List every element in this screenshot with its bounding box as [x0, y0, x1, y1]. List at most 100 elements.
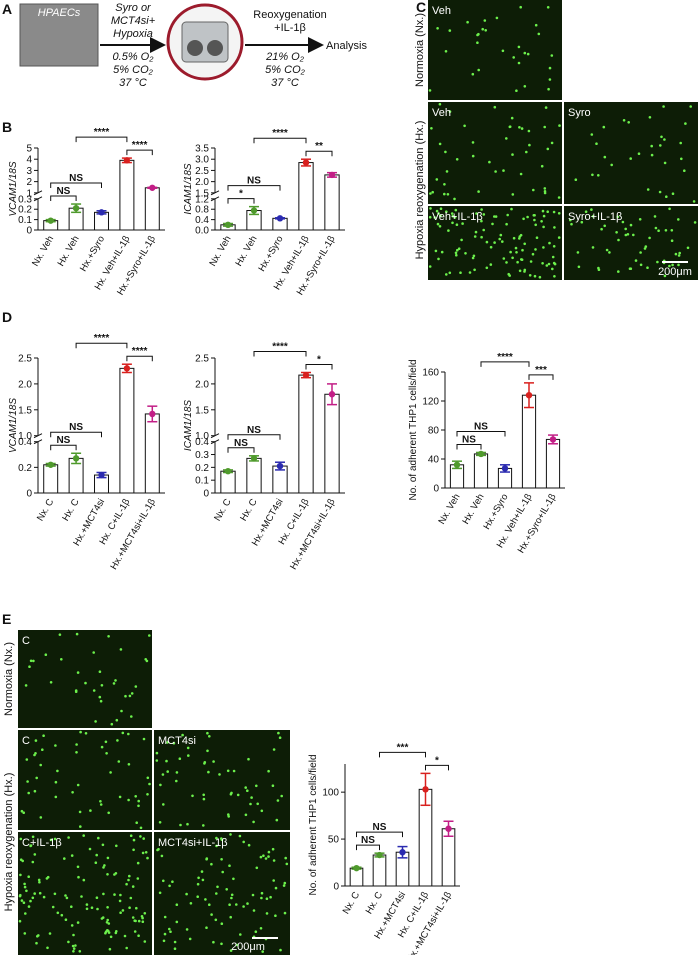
cell-dot	[615, 231, 618, 234]
cell-dot	[545, 264, 549, 267]
cell-dot	[505, 261, 508, 264]
significance-bracket	[253, 351, 307, 357]
tile-label: C	[22, 735, 30, 747]
cell-dot	[493, 105, 497, 109]
cell-dot	[271, 847, 275, 851]
cell-dot	[175, 779, 178, 783]
step-text: Hypoxia	[113, 28, 153, 40]
cell-dot	[215, 836, 218, 840]
cell-dot	[494, 170, 497, 173]
cell-dot	[64, 894, 67, 897]
cell-dot	[663, 274, 667, 278]
cell-dot	[638, 218, 642, 221]
cell-dot	[584, 210, 588, 213]
cell-dot	[64, 918, 68, 921]
cell-dot	[143, 912, 147, 915]
cell-dot	[158, 891, 162, 895]
cell-dot	[445, 273, 448, 276]
cell-dot	[477, 190, 480, 193]
y-tick-label: 0.4	[195, 215, 209, 226]
y-tick-label: 1.0	[18, 431, 32, 442]
cell-dot	[275, 818, 279, 822]
cell-dot	[274, 886, 278, 890]
cell-dot	[668, 207, 671, 211]
cell-dot	[99, 803, 103, 806]
y-tick-label: 1.5	[18, 405, 32, 416]
cell-dot	[133, 930, 137, 933]
cell-dot	[256, 802, 260, 806]
cell-dot	[610, 163, 613, 167]
cell-dot	[104, 740, 108, 744]
cell-dot	[523, 242, 526, 246]
cell-dot	[46, 946, 49, 950]
cell-dot	[511, 256, 514, 260]
cell-dot	[84, 732, 88, 735]
cell-dot	[259, 855, 263, 859]
cell-dot	[175, 771, 179, 774]
cell-dot	[580, 220, 584, 224]
cell-dot	[20, 899, 24, 902]
x-tick-label: Hx. Veh	[460, 492, 486, 526]
cell-dot	[92, 689, 96, 692]
cell-dot	[58, 633, 62, 636]
cell-dot	[520, 258, 523, 261]
cell-dot	[208, 735, 211, 738]
incubator-body	[181, 21, 229, 63]
cell-dot	[553, 275, 556, 278]
cell-dot	[35, 776, 38, 780]
significance-bracket	[50, 195, 77, 202]
cell-dot	[557, 196, 561, 199]
cell-dot	[482, 228, 486, 232]
cell-dot	[438, 225, 442, 228]
cell-dot	[249, 802, 252, 806]
incubator-port	[207, 40, 223, 56]
cell-dot	[41, 748, 44, 751]
cell-dot	[31, 896, 35, 900]
cell-dot	[98, 670, 102, 673]
cell-dot	[547, 262, 551, 266]
condition-text: 0.5% O₂	[113, 51, 155, 63]
y-tick-label: 160	[422, 368, 439, 379]
cell-dot	[686, 246, 690, 250]
cell-dot	[42, 734, 45, 737]
cell-dot	[130, 715, 133, 718]
cell-dot	[639, 251, 642, 254]
cell-dot	[435, 178, 439, 181]
cell-dot	[114, 872, 118, 875]
cell-dot	[550, 141, 554, 145]
y-tick-label: 2.5	[195, 166, 209, 177]
y-tick-label: 50	[328, 835, 340, 846]
cell-dot	[460, 238, 463, 242]
cell-dot	[267, 855, 270, 858]
bar	[324, 174, 340, 231]
cell-dot	[433, 216, 437, 219]
cell-dot	[519, 5, 522, 9]
cell-dot	[127, 732, 130, 736]
cell-dot	[512, 56, 515, 59]
cell-dot	[85, 903, 89, 906]
cell-dot	[38, 891, 42, 895]
cell-dot	[551, 267, 554, 271]
cell-dot	[438, 102, 442, 106]
y-tick-label: 0.0	[195, 226, 209, 237]
cell-dot	[546, 6, 550, 9]
micrograph	[428, 0, 562, 100]
mean-marker	[123, 157, 131, 164]
significance-bracket	[126, 149, 153, 156]
condition-text: 21% O₂	[265, 51, 305, 63]
mean-marker	[98, 209, 105, 216]
cell-dot	[67, 836, 70, 839]
cell-dot	[137, 919, 141, 923]
significance-label: NS	[373, 822, 387, 833]
cell-dot	[526, 52, 530, 56]
cell-dot	[506, 213, 510, 217]
y-tick-label: 4	[26, 155, 32, 166]
x-tick-label: Hx. C	[238, 497, 259, 523]
cell-dot	[428, 265, 432, 268]
cell-dot	[480, 208, 483, 211]
bar	[473, 453, 489, 489]
cell-dot	[439, 207, 443, 210]
cell-dot	[19, 873, 22, 877]
tile-label: MCT4si	[158, 735, 196, 747]
cell-dot	[106, 906, 109, 909]
